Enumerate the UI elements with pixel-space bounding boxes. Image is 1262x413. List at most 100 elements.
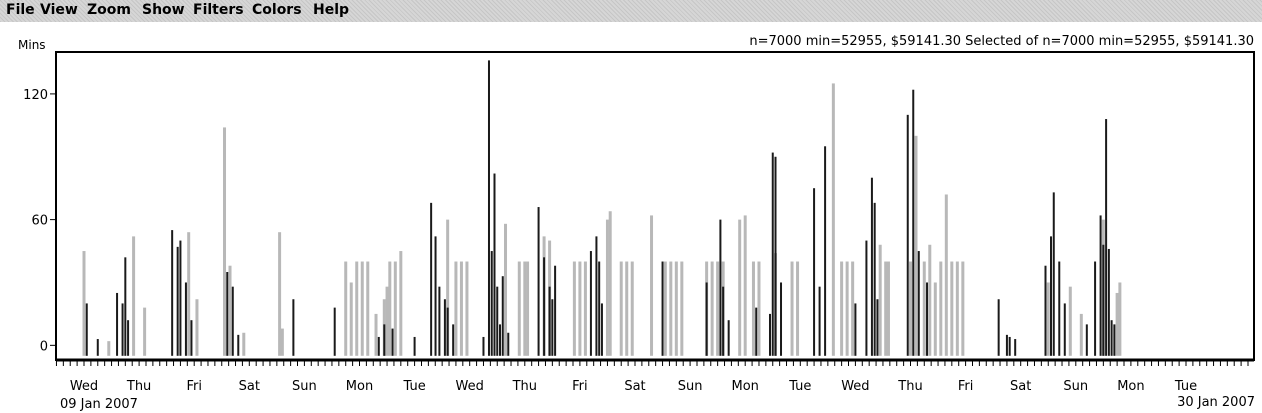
- y-tick-label: 0: [40, 339, 48, 354]
- light-bar: [716, 261, 720, 356]
- x-tick-label: Tue: [402, 379, 425, 394]
- light-bar: [669, 261, 673, 356]
- dark-bar: [434, 236, 437, 356]
- dark-bar: [179, 240, 182, 356]
- dark-bar: [383, 324, 386, 356]
- x-tick-label: Wed: [70, 379, 98, 394]
- x-tick-label: Thu: [126, 379, 151, 394]
- dark-bar: [1008, 336, 1011, 356]
- menu-file[interactable]: File: [6, 2, 35, 18]
- dark-bar: [722, 286, 725, 356]
- dark-bar: [771, 152, 774, 356]
- light-bar: [961, 261, 965, 356]
- x-tick-label: Sat: [239, 379, 260, 394]
- light-bar: [385, 286, 389, 356]
- menu-view[interactable]: View: [40, 2, 78, 18]
- dark-bar: [124, 257, 127, 356]
- dark-bar: [127, 320, 130, 356]
- menu-show[interactable]: Show: [142, 2, 185, 18]
- light-bar: [851, 261, 855, 356]
- light-bar: [107, 341, 111, 356]
- dark-bar: [1110, 320, 1113, 356]
- dark-bar: [997, 299, 1000, 356]
- light-bar: [886, 261, 890, 356]
- light-bar: [878, 244, 882, 356]
- dark-bar: [482, 336, 485, 356]
- dark-bar: [430, 202, 433, 356]
- x-tick-label: Sun: [292, 379, 317, 394]
- light-bar: [517, 261, 521, 356]
- dark-bar: [501, 276, 504, 356]
- light-bar: [82, 251, 86, 356]
- dark-bar: [487, 60, 490, 356]
- light-bar: [1068, 286, 1072, 356]
- light-bar: [374, 313, 378, 356]
- x-tick-label: Wed: [841, 379, 869, 394]
- dark-bar: [661, 261, 664, 356]
- light-bar: [132, 236, 136, 356]
- dark-bar: [926, 282, 929, 356]
- dark-bar: [768, 313, 771, 356]
- light-bar: [663, 261, 667, 356]
- dark-bar: [755, 307, 758, 356]
- dark-bar: [237, 334, 240, 356]
- dark-bar: [595, 236, 598, 356]
- light-bar: [840, 261, 844, 356]
- menu-zoom[interactable]: Zoom: [87, 2, 131, 18]
- dark-bar: [912, 89, 915, 356]
- light-bar: [388, 261, 392, 356]
- dark-bar: [496, 286, 499, 356]
- dark-bar: [1105, 119, 1108, 356]
- light-bar: [625, 261, 629, 356]
- menu-filters[interactable]: Filters: [193, 2, 244, 18]
- dark-bar: [870, 177, 873, 356]
- light-bar: [950, 261, 954, 356]
- light-bar: [650, 215, 654, 356]
- light-bar: [1079, 313, 1083, 356]
- dark-bar: [818, 286, 821, 356]
- dark-bar: [176, 246, 179, 356]
- x-tick-label: Mon: [346, 379, 373, 394]
- light-bar: [796, 261, 800, 356]
- x-tick-label: Sat: [1010, 379, 1031, 394]
- light-bar: [242, 332, 246, 356]
- light-bar: [790, 261, 794, 356]
- dark-bar: [171, 230, 174, 356]
- dark-bar: [780, 282, 783, 356]
- light-bar: [757, 261, 761, 356]
- light-bar: [933, 282, 937, 356]
- dark-bar: [854, 303, 857, 356]
- menu-colors[interactable]: Colors: [252, 2, 302, 18]
- dark-bar: [1063, 303, 1066, 356]
- dark-bar: [589, 251, 592, 356]
- dark-bar: [190, 320, 193, 356]
- light-bar: [355, 261, 359, 356]
- light-bar: [523, 261, 527, 356]
- dark-bar: [1052, 192, 1055, 356]
- light-bar: [393, 261, 397, 356]
- light-bar: [465, 261, 469, 356]
- light-bar: [831, 83, 835, 356]
- light-bar: [280, 328, 284, 356]
- dark-bar: [873, 202, 876, 356]
- x-tick-label: Fri: [186, 379, 202, 394]
- plot-frame: [55, 51, 1255, 361]
- dark-bar: [121, 303, 124, 356]
- x-tick-label: Tue: [788, 379, 811, 394]
- dark-bar: [446, 307, 449, 356]
- dark-bar: [543, 257, 546, 356]
- light-bar: [446, 219, 450, 356]
- light-bar: [619, 261, 623, 356]
- light-bar: [743, 215, 747, 356]
- menu-help[interactable]: Help: [313, 2, 350, 18]
- x-tick-label: Fri: [572, 379, 588, 394]
- dark-bar: [865, 240, 868, 356]
- dark-bar: [1102, 244, 1105, 356]
- dark-bar: [774, 156, 777, 356]
- light-bar: [1046, 282, 1050, 356]
- y-tick-label: 60: [31, 214, 48, 229]
- dark-bar: [1099, 215, 1102, 356]
- light-bar: [922, 261, 926, 356]
- light-bar: [674, 261, 678, 356]
- dark-bar: [1107, 248, 1110, 356]
